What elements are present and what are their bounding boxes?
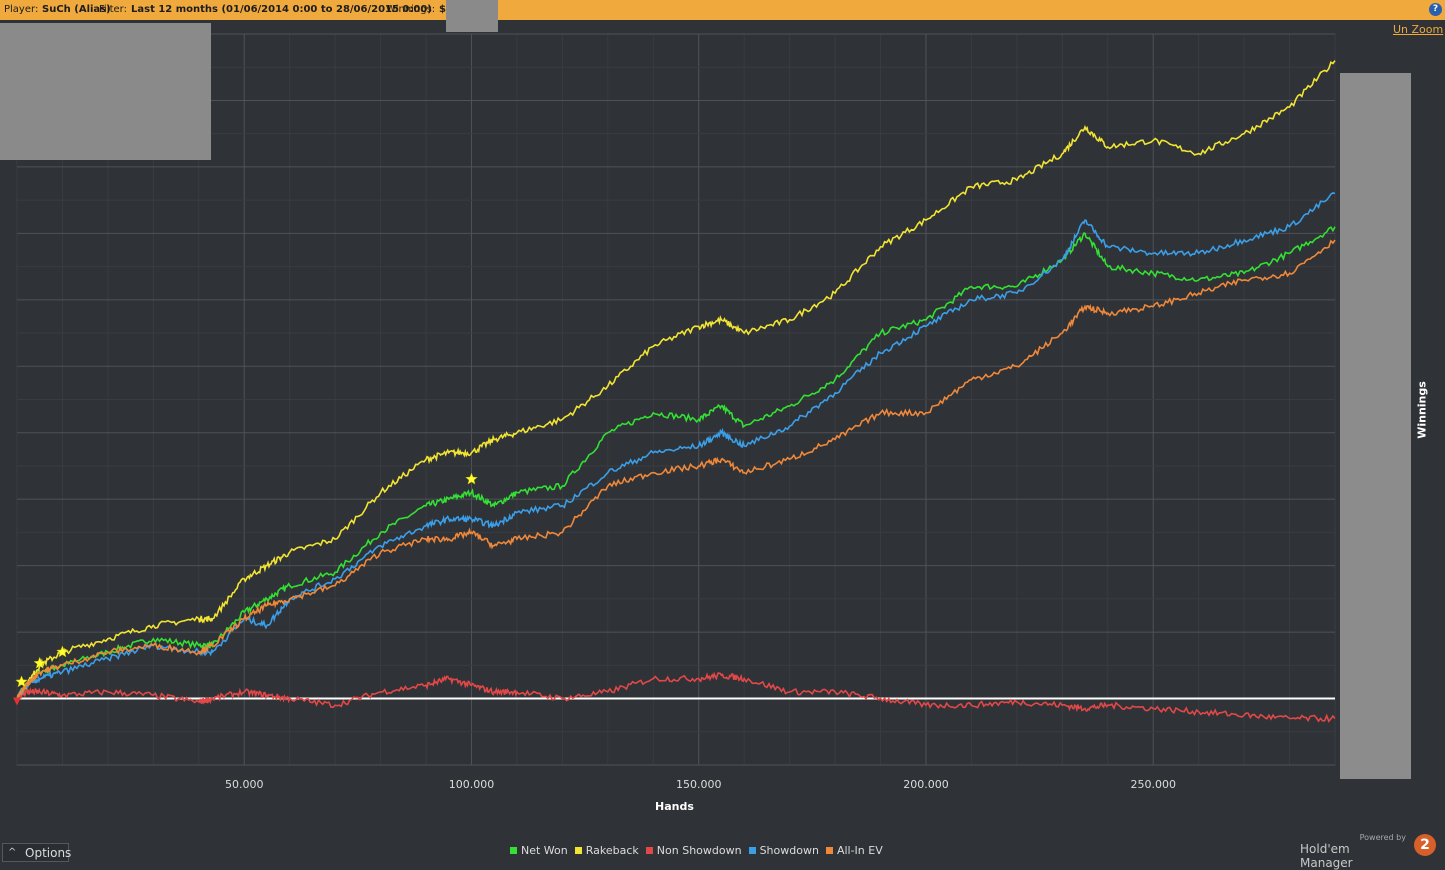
- chevron-up-icon: ^: [8, 847, 17, 858]
- legend-label: Showdown: [759, 843, 819, 857]
- legend-item[interactable]: Non Showdown: [645, 843, 742, 857]
- unzoom-link[interactable]: Un Zoom: [1393, 23, 1444, 36]
- legend-item[interactable]: Net Won: [510, 843, 568, 857]
- legend-label: Rakeback: [585, 843, 639, 857]
- help-icon[interactable]: ?: [1429, 3, 1442, 16]
- star-marker-icon: [15, 675, 28, 688]
- redacted-block: [446, 0, 498, 32]
- legend-label: Net Won: [521, 843, 568, 857]
- x-tick-label: 200.000: [903, 778, 949, 791]
- redacted-block: [0, 23, 211, 160]
- legend-label: Non Showdown: [656, 843, 742, 857]
- chart-ticks: 50.000 100.000 150.000 200.000 250.000: [225, 778, 1176, 791]
- star-marker-icon: [465, 472, 478, 485]
- chart-legend: Net Won Rakeback Non Showdown Showdown All-I…: [510, 843, 883, 857]
- star-marker-icon: [56, 645, 69, 658]
- legend-item[interactable]: Showdown: [748, 843, 819, 857]
- legend-swatch: [825, 846, 833, 854]
- player-value: SuCh (Alias): [42, 4, 111, 15]
- options-button[interactable]: ^ Options: [2, 843, 72, 862]
- x-tick-label: 50.000: [225, 778, 264, 791]
- series-line-rakeback: [16, 60, 1336, 701]
- filter-label: Filter:: [99, 4, 127, 15]
- series-line-all-in-ev: [16, 239, 1336, 700]
- legend-swatch: [510, 846, 517, 854]
- y-axis-title: Winnings: [1415, 381, 1429, 439]
- chart-grid: [16, 33, 1336, 766]
- legend-item[interactable]: Rakeback: [574, 843, 639, 857]
- filter-value: Last 12 months (01/06/2014 0:00 to 28/06…: [131, 4, 432, 15]
- series-line-net-won: [16, 226, 1336, 702]
- chart-series: [16, 60, 1336, 723]
- player-label: Player:: [4, 4, 39, 15]
- legend-item[interactable]: All-In EV: [825, 843, 883, 857]
- header-bar: Player: SuCh (Alias) Filter: Last 12 mon…: [0, 0, 1445, 20]
- powered-by-text: Powered by: [1359, 833, 1406, 842]
- hm2-logo-icon: 2: [1414, 834, 1436, 856]
- brand-name: Hold'em Manager: [1300, 842, 1353, 870]
- winnings-label: Winnings:: [386, 4, 436, 15]
- legend-swatch: [574, 846, 582, 854]
- triangle-marker-icon: [13, 697, 21, 706]
- legend-swatch: [645, 846, 653, 854]
- winnings-value: $: [439, 4, 446, 15]
- x-axis-title: Hands: [655, 800, 694, 813]
- options-label: Options: [25, 846, 72, 860]
- series-line-non-showdown: [16, 671, 1336, 723]
- star-marker-icon: [33, 656, 47, 669]
- legend-swatch: [748, 846, 756, 854]
- x-tick-label: 250.000: [1130, 778, 1176, 791]
- x-tick-label: 150.000: [676, 778, 722, 791]
- x-tick-label: 100.000: [449, 778, 495, 791]
- brand-logo: Powered by Hold'em Manager 2: [1300, 833, 1440, 870]
- chart-markers: [13, 472, 478, 706]
- legend-label: All-In EV: [836, 843, 883, 857]
- side-panel: [1340, 73, 1411, 779]
